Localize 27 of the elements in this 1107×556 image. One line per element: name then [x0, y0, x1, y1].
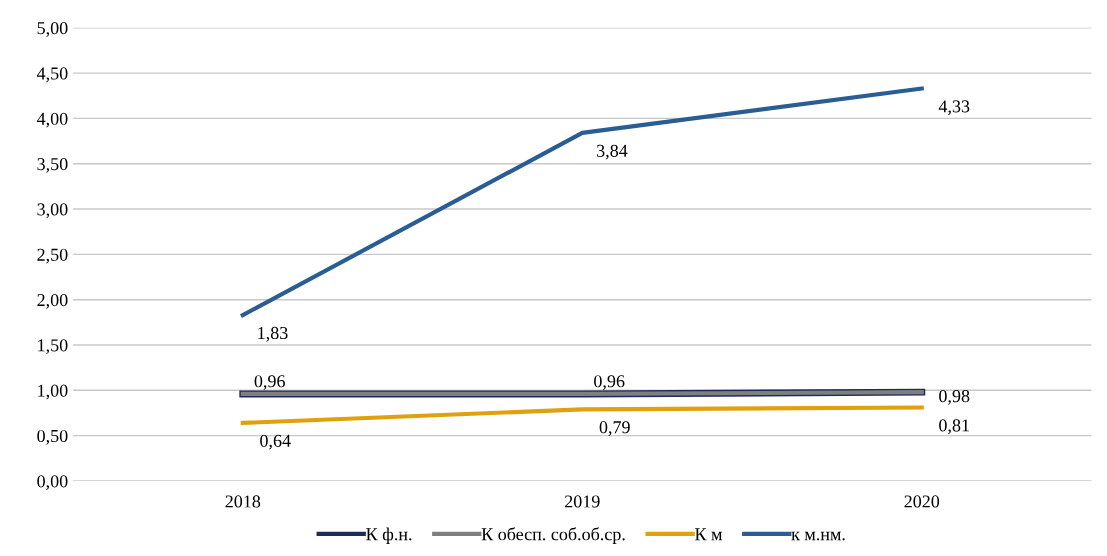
y-tick-label: 3,00 [37, 203, 68, 219]
data-label: 3,84 [597, 144, 628, 160]
legend-label: к м.нм. [791, 531, 845, 541]
y-tick-label: 4,00 [36, 112, 68, 128]
y-tick-label: 4,50 [36, 67, 68, 83]
y-tick-label: 5,00 [37, 22, 68, 37]
legend-label: К ф.н. [366, 527, 412, 544]
x-tick-label: 2018 [225, 495, 261, 508]
data-label: 0,64 [260, 434, 291, 450]
y-tick-label: 2,00 [37, 293, 68, 309]
x-tick-label: 2020 [904, 495, 940, 508]
y-tick-label: 0,00 [37, 475, 68, 490]
data-label: 1,83 [258, 326, 288, 342]
data-label: 0,96 [254, 375, 285, 390]
y-tick-label: 1,00 [38, 384, 68, 400]
data-label: 0,98 [939, 390, 970, 405]
legend-label: К м [695, 528, 723, 541]
data-label: 0,96 [594, 375, 625, 390]
x-tick-label: 2019 [565, 495, 600, 508]
y-tick-label: 0,50 [37, 429, 68, 445]
data-label: 0,79 [599, 421, 630, 436]
y-tick-label: 3,50 [37, 158, 68, 173]
data-label: 4,33 [938, 100, 970, 116]
data-label: 0,81 [939, 419, 969, 435]
y-tick-label: 2,50 [37, 248, 68, 264]
legend-label: К обесп. соб.об.ср. [481, 527, 625, 544]
y-tick-label: 1,50 [38, 339, 68, 355]
